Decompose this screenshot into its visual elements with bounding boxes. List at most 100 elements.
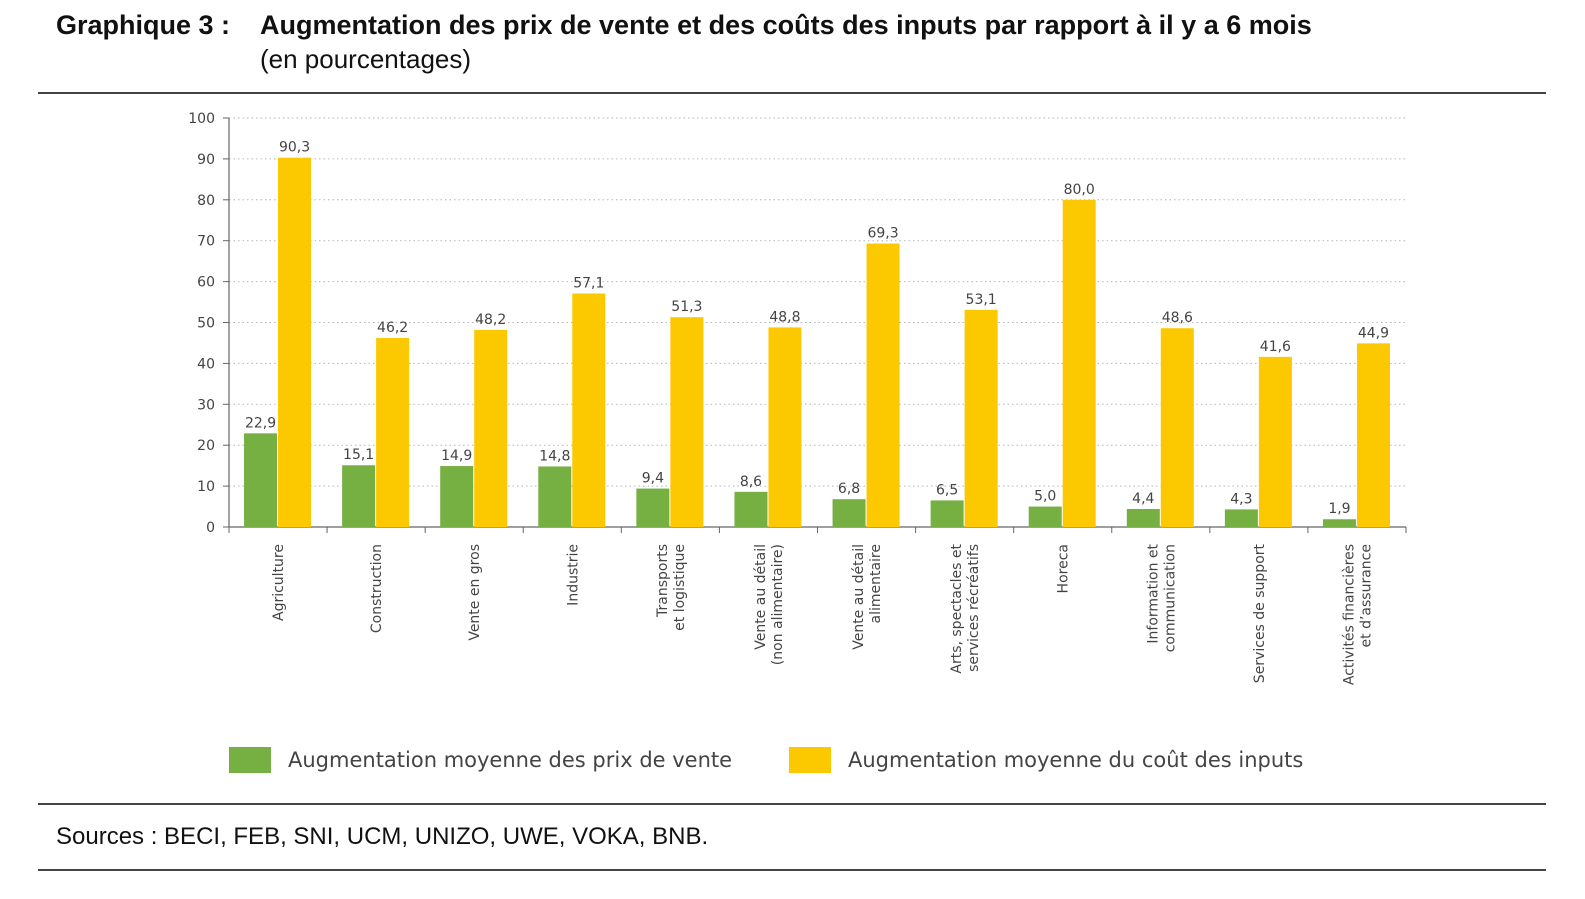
category-label: Construction [369, 544, 385, 633]
bar-cout-inputs [670, 317, 704, 527]
data-label: 80,0 [1064, 182, 1095, 198]
legend-swatch-inputs [789, 747, 831, 773]
category-label-line: Arts, spectacles et [949, 543, 965, 673]
chart-subtitle: (en pourcentages) [260, 44, 472, 74]
bar-cout-inputs [768, 327, 802, 527]
data-label: 57,1 [573, 275, 604, 291]
category-label-line: Vente en gros [467, 544, 483, 641]
chart-title: Augmentation des prix de vente et des co… [260, 10, 1312, 40]
data-label: 46,2 [377, 320, 408, 336]
data-label: 6,8 [838, 481, 860, 497]
middle-rule [38, 803, 1546, 805]
category-label: Services de support [1252, 543, 1268, 683]
bar-cout-inputs [572, 293, 606, 527]
category-label-line: Transports [655, 544, 671, 618]
category-label-line: Vente au détail [753, 544, 769, 650]
category-label-line: communication [1162, 544, 1178, 652]
y-tick-label: 60 [197, 275, 215, 291]
legend-label-prix: Augmentation moyenne des prix de vente [288, 748, 733, 772]
bar-prix-vente [1028, 506, 1062, 527]
category-label-line: et logistique [672, 544, 688, 631]
y-tick-label: 50 [197, 316, 215, 332]
category-label-line: Construction [369, 544, 385, 633]
data-label: 8,6 [740, 474, 762, 490]
category-label: Vente en gros [467, 544, 483, 641]
category-label-line: (non alimentaire) [770, 544, 786, 665]
data-label: 4,4 [1132, 491, 1154, 507]
bar-prix-vente [1224, 509, 1258, 527]
bar-cout-inputs [1062, 199, 1096, 528]
category-label: Industrie [565, 544, 581, 606]
data-label: 4,3 [1230, 491, 1252, 507]
data-label: 69,3 [867, 226, 898, 242]
category-label-line: Vente au détail [851, 544, 867, 650]
bar-cout-inputs [474, 329, 508, 527]
bottom-rule [38, 869, 1546, 871]
bar-cout-inputs [376, 338, 410, 527]
category-label: Vente au détailalimentaire [851, 544, 884, 650]
data-label: 6,5 [936, 482, 958, 498]
y-tick-label: 100 [188, 111, 215, 127]
data-label: 48,6 [1162, 310, 1193, 326]
category-label-line: et d’assurance [1358, 544, 1374, 647]
data-label: 14,9 [441, 448, 472, 464]
bar-prix-vente [244, 433, 278, 527]
data-label: 5,0 [1034, 489, 1056, 505]
y-tick-label: 90 [197, 152, 215, 168]
category-label: Information etcommunication [1145, 543, 1178, 652]
y-tick-label: 80 [197, 193, 215, 209]
category-label: Transportset logistique [655, 544, 688, 631]
y-tick-label: 70 [197, 234, 215, 250]
y-tick-label: 10 [197, 479, 215, 495]
bar-chart: 0 10 20 30 40 50 60 70 80 90 100 22,9 90,3 Agricultur… [188, 111, 1407, 685]
category-label: Arts, spectacles etservices récréatifs [949, 543, 982, 673]
data-label: 22,9 [245, 415, 276, 431]
bar-prix-vente [636, 488, 670, 527]
category-label-line: alimentaire [868, 544, 884, 624]
data-label: 1,9 [1328, 501, 1350, 517]
y-tick-label: 40 [197, 356, 215, 372]
legend-label-inputs: Augmentation moyenne du coût des inputs [848, 748, 1304, 772]
y-tick-label: 30 [197, 397, 215, 413]
bar-cout-inputs [1356, 343, 1390, 527]
bar-prix-vente [1126, 509, 1160, 527]
bar-prix-vente [342, 465, 376, 527]
data-label: 51,3 [671, 299, 702, 315]
category-label-line: Activités financières [1341, 544, 1357, 685]
sources-note: Sources : BECI, FEB, SNI, UCM, UNIZO, UW… [56, 823, 709, 850]
category-label-line: Horeca [1056, 544, 1072, 593]
bar-prix-vente [440, 466, 474, 527]
data-label: 90,3 [279, 140, 310, 156]
category-label-line: services récréatifs [966, 544, 982, 672]
data-label: 48,8 [769, 309, 800, 325]
category-label: Vente au détail(non alimentaire) [753, 544, 786, 665]
data-label: 53,1 [966, 292, 997, 308]
category-label: Horeca [1056, 544, 1072, 593]
category-label-line: Industrie [565, 544, 581, 606]
bar-prix-vente [734, 491, 768, 527]
bar-prix-vente [930, 500, 964, 527]
bar-prix-vente [1322, 519, 1356, 527]
category-label-line: Services de support [1252, 543, 1268, 683]
data-label: 9,4 [642, 471, 664, 487]
data-label: 15,1 [343, 447, 374, 463]
bar-cout-inputs [1258, 356, 1292, 527]
legend-item-prix: Augmentation moyenne des prix de vente [229, 746, 732, 774]
data-label: 48,2 [475, 312, 506, 328]
legend-item-inputs: Augmentation moyenne du coût des inputs [789, 746, 1303, 774]
bar-cout-inputs [964, 309, 998, 527]
data-label: 44,9 [1358, 325, 1389, 341]
category-label-line: Agriculture [271, 544, 287, 621]
bar-prix-vente [832, 499, 866, 527]
bar-cout-inputs [1160, 328, 1194, 527]
category-label: Activités financièreset d’assurance [1341, 544, 1374, 685]
figure-number: Graphique 3 : [56, 10, 231, 40]
y-tick-label: 20 [197, 438, 215, 454]
bar-prix-vente [538, 466, 572, 527]
bar-cout-inputs [866, 243, 900, 528]
data-label: 41,6 [1260, 339, 1291, 355]
legend-swatch-prix [229, 747, 271, 773]
bar-cout-inputs [278, 157, 312, 527]
data-label: 14,8 [539, 448, 570, 464]
top-rule [38, 92, 1546, 94]
